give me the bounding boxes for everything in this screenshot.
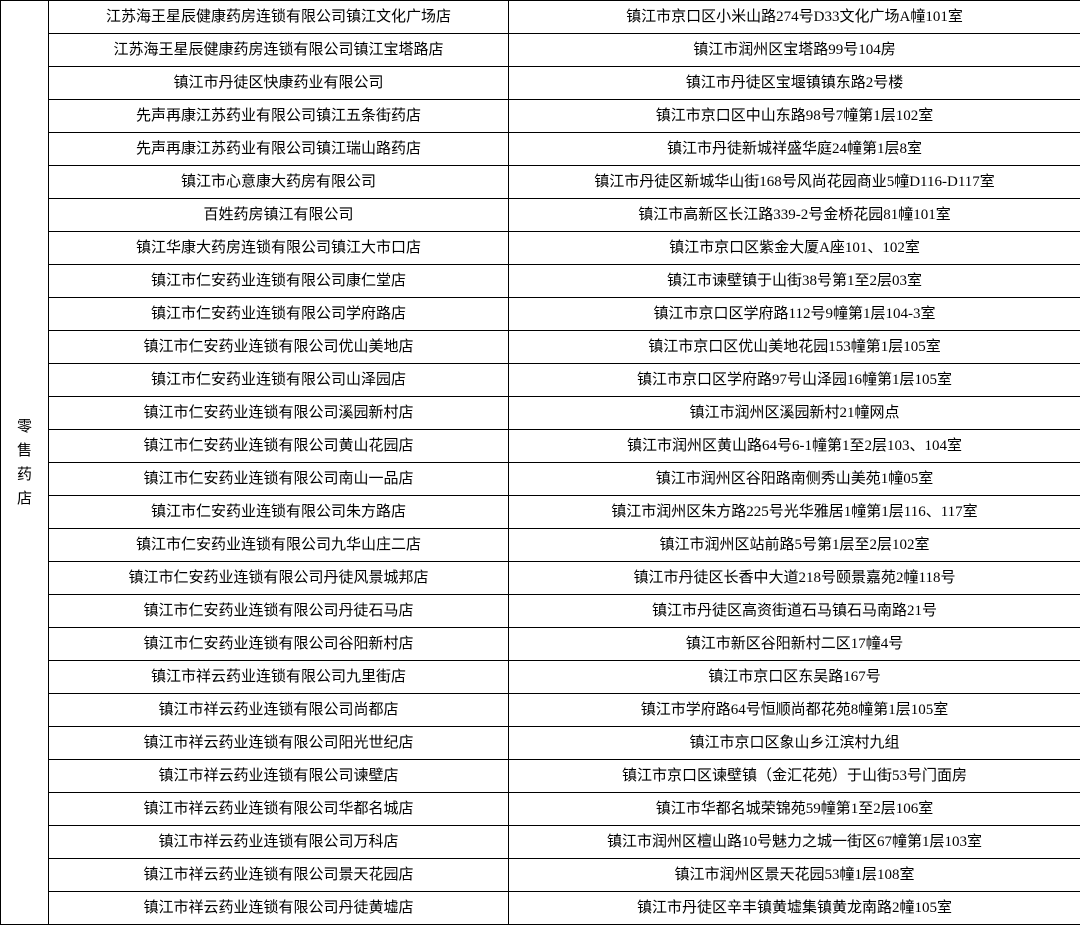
pharmacy-name: 镇江市祥云药业连锁有限公司景天花园店 — [49, 859, 509, 892]
pharmacy-name: 镇江市仁安药业连锁有限公司九华山庄二店 — [49, 529, 509, 562]
table-row: 镇江华康大药房连锁有限公司镇江大市口店镇江市京口区紫金大厦A座101、102室 — [1, 232, 1080, 265]
pharmacy-address: 镇江市润州区站前路5号第1层至2层102室 — [509, 529, 1080, 562]
pharmacy-name: 镇江市祥云药业连锁有限公司丹徒黄墟店 — [49, 892, 509, 925]
table-row: 镇江市仁安药业连锁有限公司朱方路店镇江市润州区朱方路225号光华雅居1幢第1层1… — [1, 496, 1080, 529]
pharmacy-address: 镇江市京口区象山乡江滨村九组 — [509, 727, 1080, 760]
pharmacy-name: 镇江市仁安药业连锁有限公司南山一品店 — [49, 463, 509, 496]
pharmacy-name: 镇江市仁安药业连锁有限公司山泽园店 — [49, 364, 509, 397]
pharmacy-address: 镇江市丹徒新城祥盛华庭24幢第1层8室 — [509, 133, 1080, 166]
pharmacy-name: 江苏海王星辰健康药房连锁有限公司镇江宝塔路店 — [49, 34, 509, 67]
pharmacy-name: 镇江市仁安药业连锁有限公司朱方路店 — [49, 496, 509, 529]
table-row: 镇江市祥云药业连锁有限公司万科店镇江市润州区檀山路10号魅力之城一街区67幢第1… — [1, 826, 1080, 859]
pharmacy-name: 镇江市祥云药业连锁有限公司阳光世纪店 — [49, 727, 509, 760]
table-row: 镇江市仁安药业连锁有限公司九华山庄二店镇江市润州区站前路5号第1层至2层102室 — [1, 529, 1080, 562]
table-row: 镇江市祥云药业连锁有限公司华都名城店镇江市华都名城荣锦苑59幢第1至2层106室 — [1, 793, 1080, 826]
pharmacy-address: 镇江市润州区谷阳路南侧秀山美苑1幢05室 — [509, 463, 1080, 496]
pharmacy-address: 镇江市京口区学府路97号山泽园16幢第1层105室 — [509, 364, 1080, 397]
table-row: 零售药店江苏海王星辰健康药房连锁有限公司镇江文化广场店镇江市京口区小米山路274… — [1, 1, 1080, 34]
pharmacy-name: 百姓药房镇江有限公司 — [49, 199, 509, 232]
pharmacy-name: 江苏海王星辰健康药房连锁有限公司镇江文化广场店 — [49, 1, 509, 34]
table-row: 镇江市祥云药业连锁有限公司尚都店镇江市学府路64号恒顺尚都花苑8幢第1层105室 — [1, 694, 1080, 727]
pharmacy-address: 镇江市华都名城荣锦苑59幢第1至2层106室 — [509, 793, 1080, 826]
pharmacy-address: 镇江市润州区景天花园53幢1层108室 — [509, 859, 1080, 892]
table-row: 镇江市仁安药业连锁有限公司丹徒石马店镇江市丹徒区高资街道石马镇石马南路21号 — [1, 595, 1080, 628]
table-row: 镇江市仁安药业连锁有限公司黄山花园店镇江市润州区黄山路64号6-1幢第1至2层1… — [1, 430, 1080, 463]
pharmacy-name: 镇江市祥云药业连锁有限公司华都名城店 — [49, 793, 509, 826]
table-row: 镇江市仁安药业连锁有限公司康仁堂店镇江市谏壁镇于山街38号第1至2层03室 — [1, 265, 1080, 298]
pharmacy-address: 镇江市丹徒区辛丰镇黄墟集镇黄龙南路2幢105室 — [509, 892, 1080, 925]
pharmacy-address: 镇江市丹徒区宝堰镇镇东路2号楼 — [509, 67, 1080, 100]
pharmacy-name: 镇江市祥云药业连锁有限公司九里街店 — [49, 661, 509, 694]
category-char: 药 — [3, 463, 46, 487]
pharmacy-name: 先声再康江苏药业有限公司镇江瑞山路药店 — [49, 133, 509, 166]
table-row: 镇江市仁安药业连锁有限公司山泽园店镇江市京口区学府路97号山泽园16幢第1层10… — [1, 364, 1080, 397]
pharmacy-name: 镇江市心意康大药房有限公司 — [49, 166, 509, 199]
pharmacy-address: 镇江市学府路64号恒顺尚都花苑8幢第1层105室 — [509, 694, 1080, 727]
pharmacy-name: 镇江市祥云药业连锁有限公司万科店 — [49, 826, 509, 859]
table-row: 镇江市仁安药业连锁有限公司谷阳新村店镇江市新区谷阳新村二区17幢4号 — [1, 628, 1080, 661]
category-char: 店 — [3, 487, 46, 511]
category-char: 零 — [3, 415, 46, 439]
pharmacy-name: 镇江华康大药房连锁有限公司镇江大市口店 — [49, 232, 509, 265]
table-row: 镇江市仁安药业连锁有限公司南山一品店镇江市润州区谷阳路南侧秀山美苑1幢05室 — [1, 463, 1080, 496]
pharmacy-address: 镇江市高新区长江路339-2号金桥花园81幢101室 — [509, 199, 1080, 232]
pharmacy-name: 镇江市仁安药业连锁有限公司学府路店 — [49, 298, 509, 331]
pharmacy-address: 镇江市丹徒区长香中大道218号颐景嘉苑2幢118号 — [509, 562, 1080, 595]
pharmacy-address: 镇江市京口区优山美地花园153幢第1层105室 — [509, 331, 1080, 364]
pharmacy-address: 镇江市谏壁镇于山街38号第1至2层03室 — [509, 265, 1080, 298]
pharmacy-address: 镇江市润州区檀山路10号魅力之城一街区67幢第1层103室 — [509, 826, 1080, 859]
table-row: 镇江市祥云药业连锁有限公司丹徒黄墟店镇江市丹徒区辛丰镇黄墟集镇黄龙南路2幢105… — [1, 892, 1080, 925]
pharmacy-address: 镇江市京口区东吴路167号 — [509, 661, 1080, 694]
pharmacy-name: 镇江市仁安药业连锁有限公司丹徒石马店 — [49, 595, 509, 628]
table-row: 镇江市祥云药业连锁有限公司景天花园店镇江市润州区景天花园53幢1层108室 — [1, 859, 1080, 892]
pharmacy-address: 镇江市新区谷阳新村二区17幢4号 — [509, 628, 1080, 661]
pharmacy-address: 镇江市润州区溪园新村21幢网点 — [509, 397, 1080, 430]
pharmacy-name: 镇江市仁安药业连锁有限公司黄山花园店 — [49, 430, 509, 463]
table-row: 镇江市心意康大药房有限公司镇江市丹徒区新城华山街168号风尚花园商业5幢D116… — [1, 166, 1080, 199]
table-row: 镇江市祥云药业连锁有限公司阳光世纪店镇江市京口区象山乡江滨村九组 — [1, 727, 1080, 760]
table-row: 百姓药房镇江有限公司镇江市高新区长江路339-2号金桥花园81幢101室 — [1, 199, 1080, 232]
pharmacy-address: 镇江市京口区中山东路98号7幢第1层102室 — [509, 100, 1080, 133]
pharmacy-address: 镇江市润州区朱方路225号光华雅居1幢第1层116、117室 — [509, 496, 1080, 529]
pharmacy-address: 镇江市丹徒区高资街道石马镇石马南路21号 — [509, 595, 1080, 628]
pharmacy-name: 先声再康江苏药业有限公司镇江五条街药店 — [49, 100, 509, 133]
pharmacy-address: 镇江市丹徒区新城华山街168号风尚花园商业5幢D116-D117室 — [509, 166, 1080, 199]
pharmacy-name: 镇江市仁安药业连锁有限公司优山美地店 — [49, 331, 509, 364]
pharmacy-address: 镇江市京口区小米山路274号D33文化广场A幢101室 — [509, 1, 1080, 34]
pharmacy-name: 镇江市仁安药业连锁有限公司谷阳新村店 — [49, 628, 509, 661]
table-row: 先声再康江苏药业有限公司镇江五条街药店镇江市京口区中山东路98号7幢第1层102… — [1, 100, 1080, 133]
table-row: 镇江市仁安药业连锁有限公司学府路店镇江市京口区学府路112号9幢第1层104-3… — [1, 298, 1080, 331]
category-cell: 零售药店 — [1, 1, 49, 925]
pharmacy-address: 镇江市京口区学府路112号9幢第1层104-3室 — [509, 298, 1080, 331]
pharmacy-name: 镇江市丹徒区快康药业有限公司 — [49, 67, 509, 100]
pharmacy-name: 镇江市仁安药业连锁有限公司溪园新村店 — [49, 397, 509, 430]
pharmacy-name: 镇江市仁安药业连锁有限公司丹徒风景城邦店 — [49, 562, 509, 595]
pharmacy-address: 镇江市润州区黄山路64号6-1幢第1至2层103、104室 — [509, 430, 1080, 463]
table-row: 镇江市丹徒区快康药业有限公司镇江市丹徒区宝堰镇镇东路2号楼 — [1, 67, 1080, 100]
table-row: 镇江市仁安药业连锁有限公司丹徒风景城邦店镇江市丹徒区长香中大道218号颐景嘉苑2… — [1, 562, 1080, 595]
table-row: 镇江市祥云药业连锁有限公司九里街店镇江市京口区东吴路167号 — [1, 661, 1080, 694]
pharmacy-table: 零售药店江苏海王星辰健康药房连锁有限公司镇江文化广场店镇江市京口区小米山路274… — [0, 0, 1080, 925]
table-row: 镇江市仁安药业连锁有限公司溪园新村店镇江市润州区溪园新村21幢网点 — [1, 397, 1080, 430]
pharmacy-address: 镇江市京口区紫金大厦A座101、102室 — [509, 232, 1080, 265]
table-row: 镇江市仁安药业连锁有限公司优山美地店镇江市京口区优山美地花园153幢第1层105… — [1, 331, 1080, 364]
table-row: 先声再康江苏药业有限公司镇江瑞山路药店镇江市丹徒新城祥盛华庭24幢第1层8室 — [1, 133, 1080, 166]
table-row: 江苏海王星辰健康药房连锁有限公司镇江宝塔路店镇江市润州区宝塔路99号104房 — [1, 34, 1080, 67]
pharmacy-name: 镇江市祥云药业连锁有限公司尚都店 — [49, 694, 509, 727]
category-char: 售 — [3, 439, 46, 463]
pharmacy-name: 镇江市仁安药业连锁有限公司康仁堂店 — [49, 265, 509, 298]
pharmacy-address: 镇江市润州区宝塔路99号104房 — [509, 34, 1080, 67]
